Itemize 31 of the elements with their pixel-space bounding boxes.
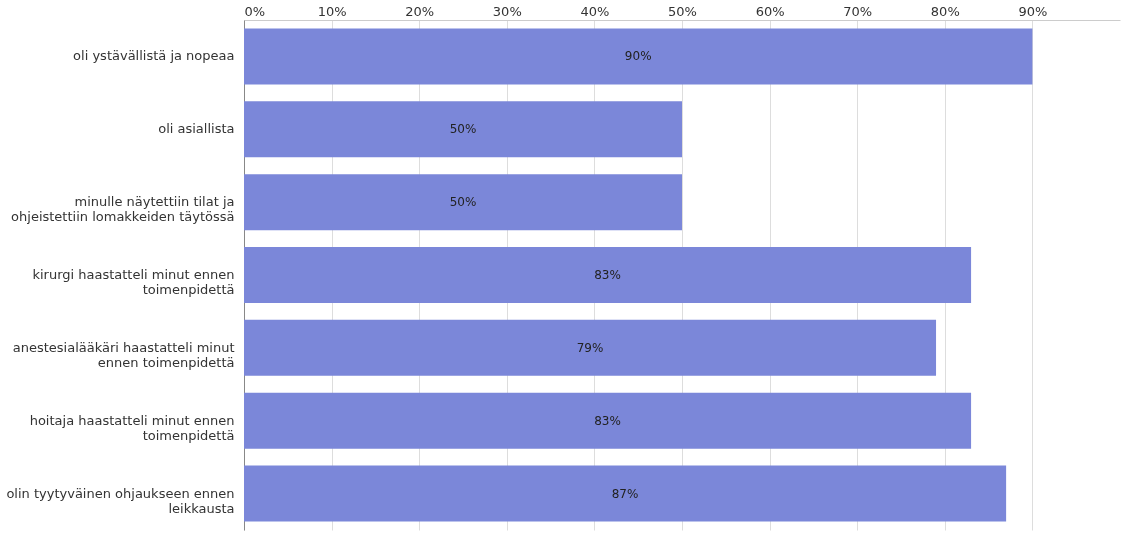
y-tick-label: kirurgi haastatteli minut ennen toimenpidettä: [32, 267, 235, 297]
x-tick-label: 10%: [317, 3, 347, 19]
x-tick-label: 60%: [755, 3, 785, 19]
data-label: 87%: [611, 486, 639, 501]
x-tick-label: 40%: [580, 3, 610, 19]
data-label: 79%: [576, 340, 604, 355]
y-tick-label: minulle näytettiin tilat ja ohjeistettiin lomakkeiden täytössä: [11, 194, 235, 225]
bar: [244, 392, 972, 449]
x-tick-label: 70%: [843, 3, 873, 19]
y-tick-label: olin tyytyväinen ohjaukseen ennen leikkausta: [6, 485, 235, 516]
x-tick-label: 50%: [668, 3, 697, 19]
bar: [244, 247, 972, 303]
data-label: 90%: [624, 49, 652, 64]
y-tick-label: oli asiallista: [158, 121, 235, 137]
data-label: 83%: [594, 413, 621, 428]
x-tick-label: 90%: [1018, 3, 1048, 19]
bar: [244, 319, 937, 376]
data-label: 50%: [449, 122, 477, 137]
bar: [244, 101, 682, 158]
x-tick-label: 0%: [244, 3, 266, 19]
x-tick-label: 20%: [405, 3, 435, 19]
bar: [244, 28, 1033, 85]
y-tick-label: hoitaja haastatteli minut ennen toimenpidettä: [29, 412, 235, 443]
x-tick-label: 30%: [492, 3, 522, 19]
bar: [244, 465, 1007, 522]
x-tick-label: 80%: [930, 3, 960, 19]
y-tick-label: oli ystävällistä ja nopeaa: [73, 48, 235, 64]
y-tick-label: anestesialääkäri haastatteli minut ennen toimenpidettä: [12, 339, 235, 370]
data-label: 50%: [449, 195, 477, 210]
data-label: 83%: [594, 268, 621, 282]
bar: [244, 174, 682, 231]
